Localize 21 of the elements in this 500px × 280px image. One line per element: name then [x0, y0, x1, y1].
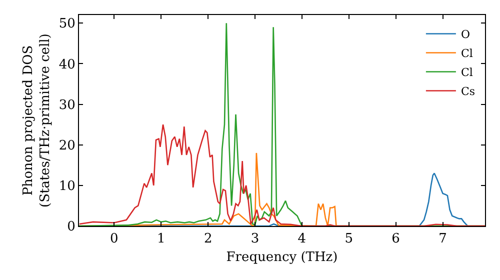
- y-tick-label: 50: [58, 16, 76, 32]
- legend-label: Cl: [460, 66, 474, 80]
- x-tick-label: 5: [344, 232, 354, 247]
- x-tick-label: 6: [392, 232, 400, 247]
- y-tick-label: 0: [67, 220, 76, 235]
- line-series: [79, 124, 485, 226]
- x-tick-label: 4: [298, 232, 306, 247]
- x-tick-label: 2: [204, 232, 212, 247]
- x-tick-label: 7: [438, 232, 447, 247]
- x-tick-label: 3: [250, 232, 260, 247]
- legend-label: Cs: [460, 85, 476, 98]
- x-tick-label: 1: [157, 232, 166, 247]
- x-axis-title: Frequency (THz): [226, 250, 338, 266]
- y-tick-label: 20: [58, 138, 76, 154]
- legend-label: O: [460, 28, 470, 42]
- legend-label: Cl: [460, 47, 474, 60]
- y-tick-label: 40: [58, 57, 76, 72]
- x-tick-label: 0: [110, 232, 118, 247]
- y-tick-label: 10: [58, 178, 76, 194]
- y-axis-title: Phonon projected DOS (States/THz·primitive cell): [20, 33, 53, 208]
- y-tick-label: 30: [58, 98, 76, 113]
